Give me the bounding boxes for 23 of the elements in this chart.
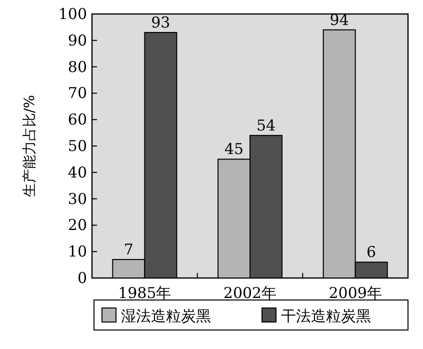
y-tick-label: 0 [77, 269, 87, 287]
y-tick-label: 30 [68, 190, 87, 208]
y-tick-label: 20 [68, 216, 87, 234]
y-axis-title: 生产能力占比/% [22, 94, 38, 198]
y-tick-label: 10 [68, 242, 87, 261]
x-tick-label: 2002年 [223, 284, 277, 302]
x-tick-label: 2009年 [328, 284, 382, 302]
data-label: 45 [224, 140, 244, 158]
y-tick-label: 80 [68, 58, 87, 76]
data-label: 54 [256, 116, 276, 134]
x-tick-label: 1985年 [118, 284, 172, 302]
data-label: 94 [330, 10, 349, 29]
legend-label: 干法造粒炭黑 [281, 307, 371, 325]
y-tick-label: 100 [58, 5, 87, 23]
legend-label: 湿法造粒炭黑 [121, 307, 211, 325]
data-label: 6 [366, 243, 376, 262]
y-tick-label: 50 [68, 137, 87, 155]
y-tick-label: 60 [68, 110, 87, 129]
data-label: 93 [151, 13, 170, 32]
y-tick-label: 90 [68, 31, 87, 50]
data-label: 7 [124, 240, 134, 259]
y-tick-label: 40 [68, 163, 87, 182]
y-tick-label: 70 [68, 84, 87, 102]
